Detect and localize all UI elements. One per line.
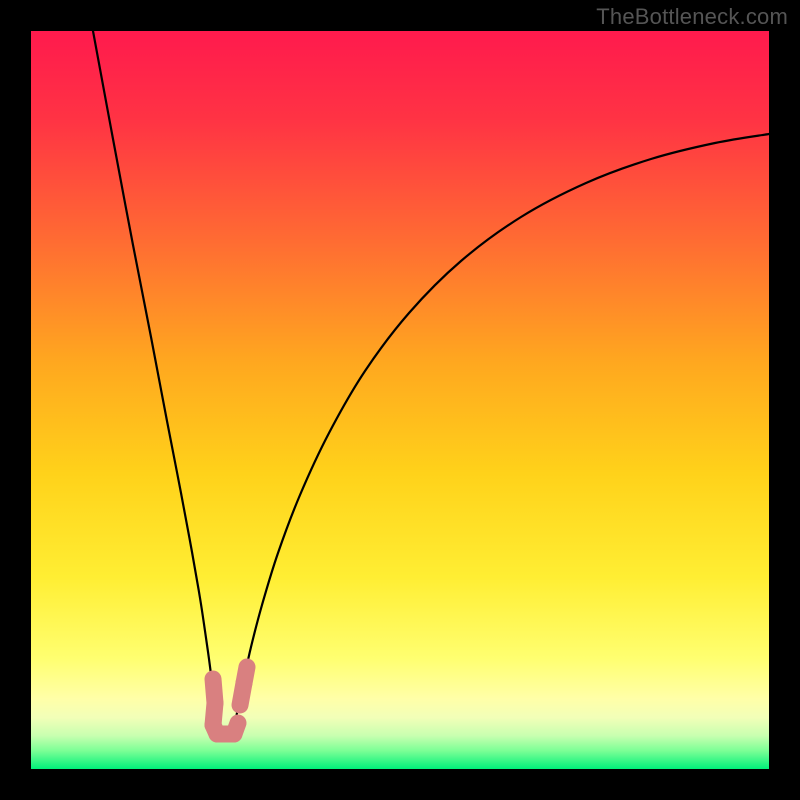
marker-segment xyxy=(244,667,247,683)
gradient-background xyxy=(31,31,769,769)
plot-area xyxy=(31,31,769,769)
watermark-text: TheBottleneck.com xyxy=(596,4,788,30)
marker-segment xyxy=(234,723,238,734)
plot-svg xyxy=(31,31,769,769)
